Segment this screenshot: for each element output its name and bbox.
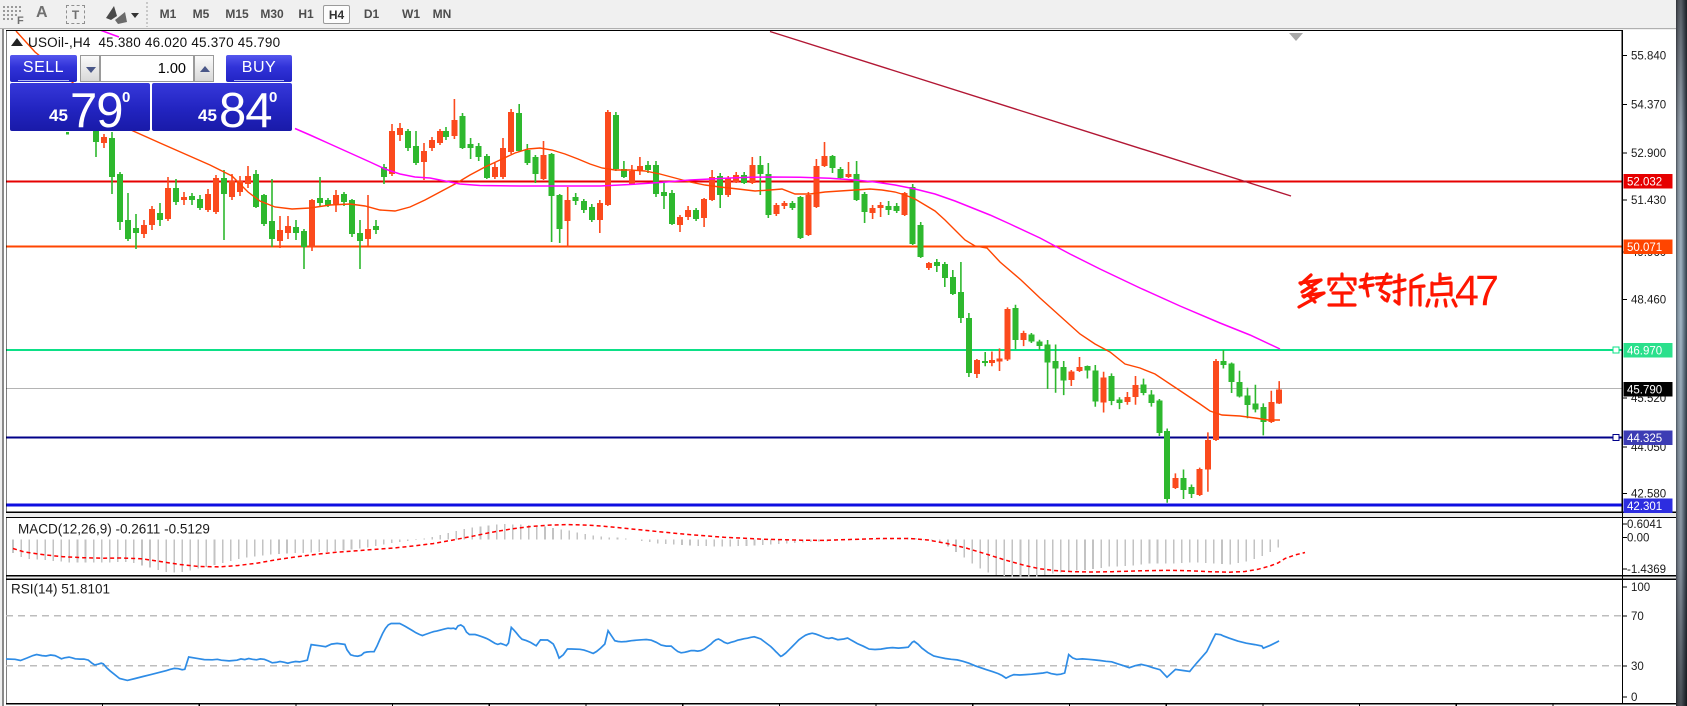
svg-text:52.900: 52.900 — [1631, 148, 1666, 160]
svg-text:55.840: 55.840 — [1631, 51, 1666, 63]
svg-text:100: 100 — [1631, 582, 1650, 594]
svg-text:44.325: 44.325 — [1627, 433, 1662, 445]
svg-text:44.050: 44.050 — [1631, 442, 1666, 454]
svg-text:50.071: 50.071 — [1627, 242, 1662, 254]
svg-text:F: F — [17, 15, 24, 24]
svg-text:46.970: 46.970 — [1627, 345, 1662, 357]
svg-text:MACD(12,26,9) -0.2611 -0.5129: MACD(12,26,9) -0.2611 -0.5129 — [18, 522, 210, 537]
svg-text:0.6041: 0.6041 — [1627, 519, 1662, 531]
svg-text:45.790: 45.790 — [1627, 384, 1662, 396]
svg-text:42.580: 42.580 — [1631, 489, 1666, 501]
svg-text:70: 70 — [1631, 611, 1644, 623]
svg-text:30: 30 — [1631, 661, 1644, 673]
svg-text:52.032: 52.032 — [1627, 176, 1662, 188]
svg-text:42.301: 42.301 — [1627, 501, 1662, 513]
svg-text:0: 0 — [1631, 692, 1637, 704]
svg-text:0.00: 0.00 — [1627, 533, 1649, 545]
svg-text:51.430: 51.430 — [1631, 195, 1666, 207]
svg-text:47: 47 — [1455, 267, 1499, 315]
svg-text:48.460: 48.460 — [1631, 295, 1666, 307]
svg-text:-1.4369: -1.4369 — [1627, 564, 1666, 576]
svg-text:RSI(14) 51.8101: RSI(14) 51.8101 — [11, 582, 110, 597]
svg-text:54.370: 54.370 — [1631, 100, 1666, 112]
